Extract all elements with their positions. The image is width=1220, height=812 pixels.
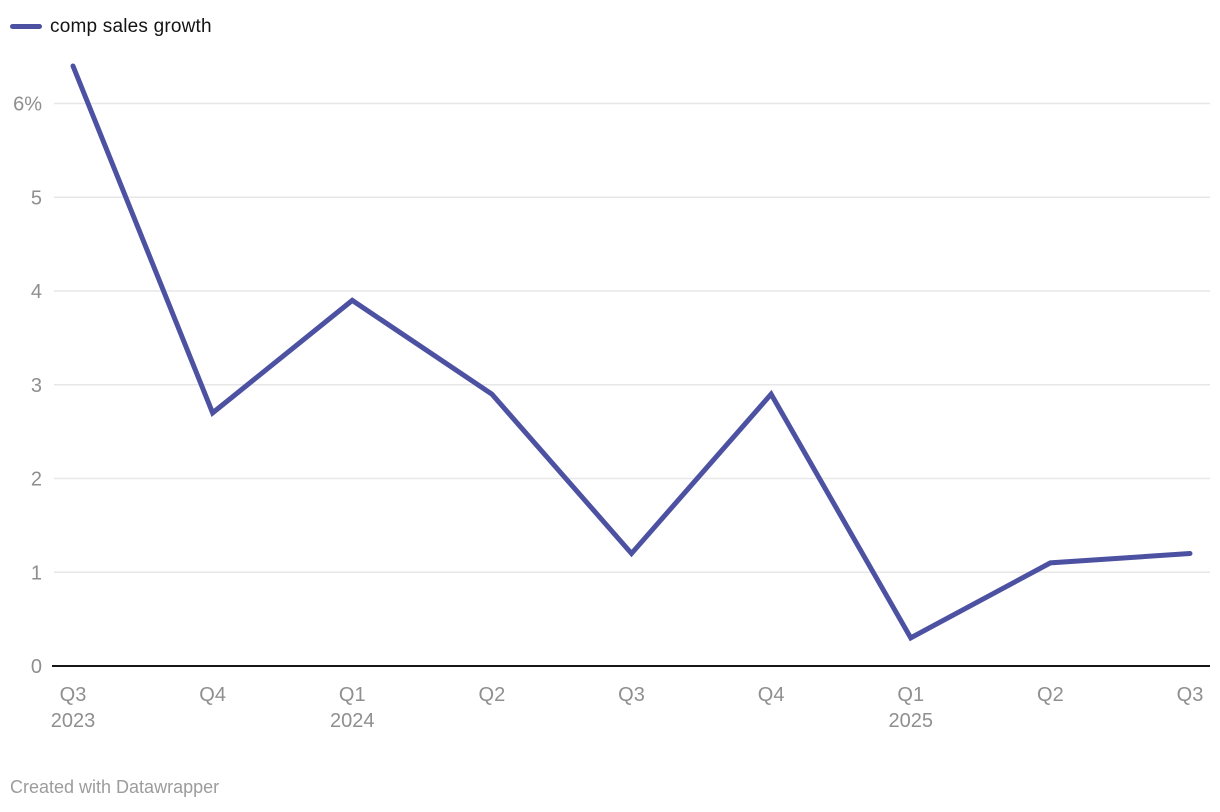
y-tick-label: 6% (13, 94, 42, 116)
legend-line-swatch (10, 24, 42, 29)
x-tick-label: Q4 (758, 684, 785, 706)
x-year-label: 2025 (889, 710, 934, 732)
x-year-label: 2023 (51, 710, 96, 732)
y-tick-label: 2 (31, 469, 42, 491)
x-year-label: 2024 (330, 710, 375, 732)
datawrapper-credit: Created with Datawrapper (10, 777, 220, 797)
legend: comp sales growth (10, 17, 212, 36)
x-tick-label: Q3 (60, 684, 87, 706)
series-line-comp-sales-growth (70, 63, 1193, 642)
y-tick-label: 5 (31, 187, 42, 209)
y-tick-label: 0 (31, 656, 42, 678)
y-tick-label: 4 (31, 281, 42, 303)
x-tick-label: Q4 (199, 684, 226, 706)
x-tick-label: Q1 (897, 684, 924, 706)
y-tick-label: 1 (31, 562, 42, 584)
x-tick-label: Q2 (479, 684, 506, 706)
legend-label: comp sales growth (50, 16, 212, 37)
x-tick-label: Q3 (618, 684, 645, 706)
line-chart: 0 1 2 3 4 5 6% Q3 2023 Q4 Q1 2024 Q2 Q3 Q4 Q1 2025 Q2 Q3 (13, 63, 1210, 732)
x-tick-label: Q2 (1037, 684, 1064, 706)
x-tick-label: Q3 (1177, 684, 1204, 706)
y-tick-label: 3 (31, 375, 42, 397)
x-tick-label: Q1 (339, 684, 366, 706)
